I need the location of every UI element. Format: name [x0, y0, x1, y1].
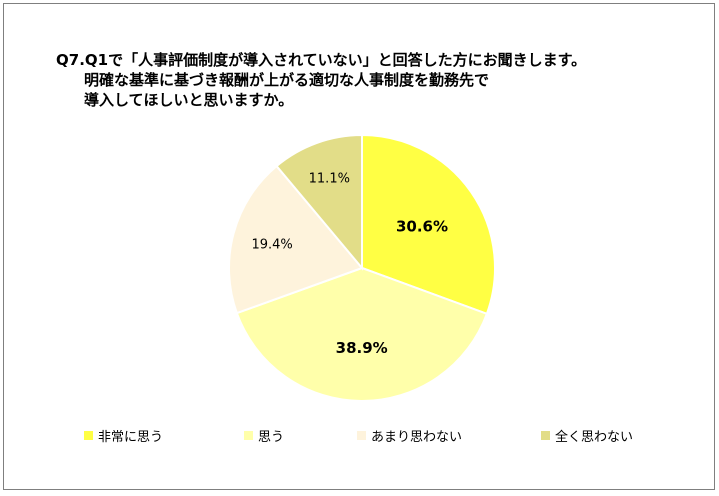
pie-labels: 30.6% 38.9% 19.4% 11.1% [251, 172, 448, 357]
pie-slice-1 [361, 133, 496, 316]
legend-label-4: 全く思わない [555, 430, 634, 445]
legend-label-1: 非常に思う [98, 430, 164, 445]
pie-slices [228, 133, 496, 403]
legend: 非常に思う 思う あまり思わない 全く思わない [0, 426, 719, 445]
chart-title: Q7.Q1で「人事評価制度が導入されていない」と回答した方にお聞きします。 明確… [56, 50, 706, 110]
legend-swatch-4 [541, 431, 550, 440]
legend-item-2: 思う [244, 426, 284, 445]
legend-swatch-3 [357, 431, 366, 440]
legend-item-3: あまり思わない [357, 426, 462, 445]
slice-label-4: 11.1% [309, 172, 350, 187]
legend-label-3: あまり思わない [371, 430, 463, 445]
slice-label-2: 38.9% [336, 339, 388, 357]
pie-slice-2 [235, 266, 489, 403]
legend-item-4: 全く思わない [541, 426, 633, 445]
slice-label-3: 19.4% [251, 237, 292, 252]
legend-swatch-2 [244, 431, 253, 440]
title-line-2: 明確な基準に基づき報酬が上がる適切な人事制度を勤務先で [84, 71, 490, 89]
legend-swatch-1 [84, 431, 93, 440]
pie-slice-3 [228, 164, 364, 315]
legend-item-1: 非常に思う [84, 426, 163, 445]
slice-label-1: 30.6% [396, 217, 448, 235]
pie-slice-4 [275, 133, 363, 271]
legend-label-2: 思う [258, 430, 285, 445]
title-line-3: 導入してほしいと思いますか。 [84, 91, 294, 109]
title-line-1: Q7.Q1で「人事評価制度が導入されていない」と回答した方にお聞きします。 [56, 51, 587, 69]
